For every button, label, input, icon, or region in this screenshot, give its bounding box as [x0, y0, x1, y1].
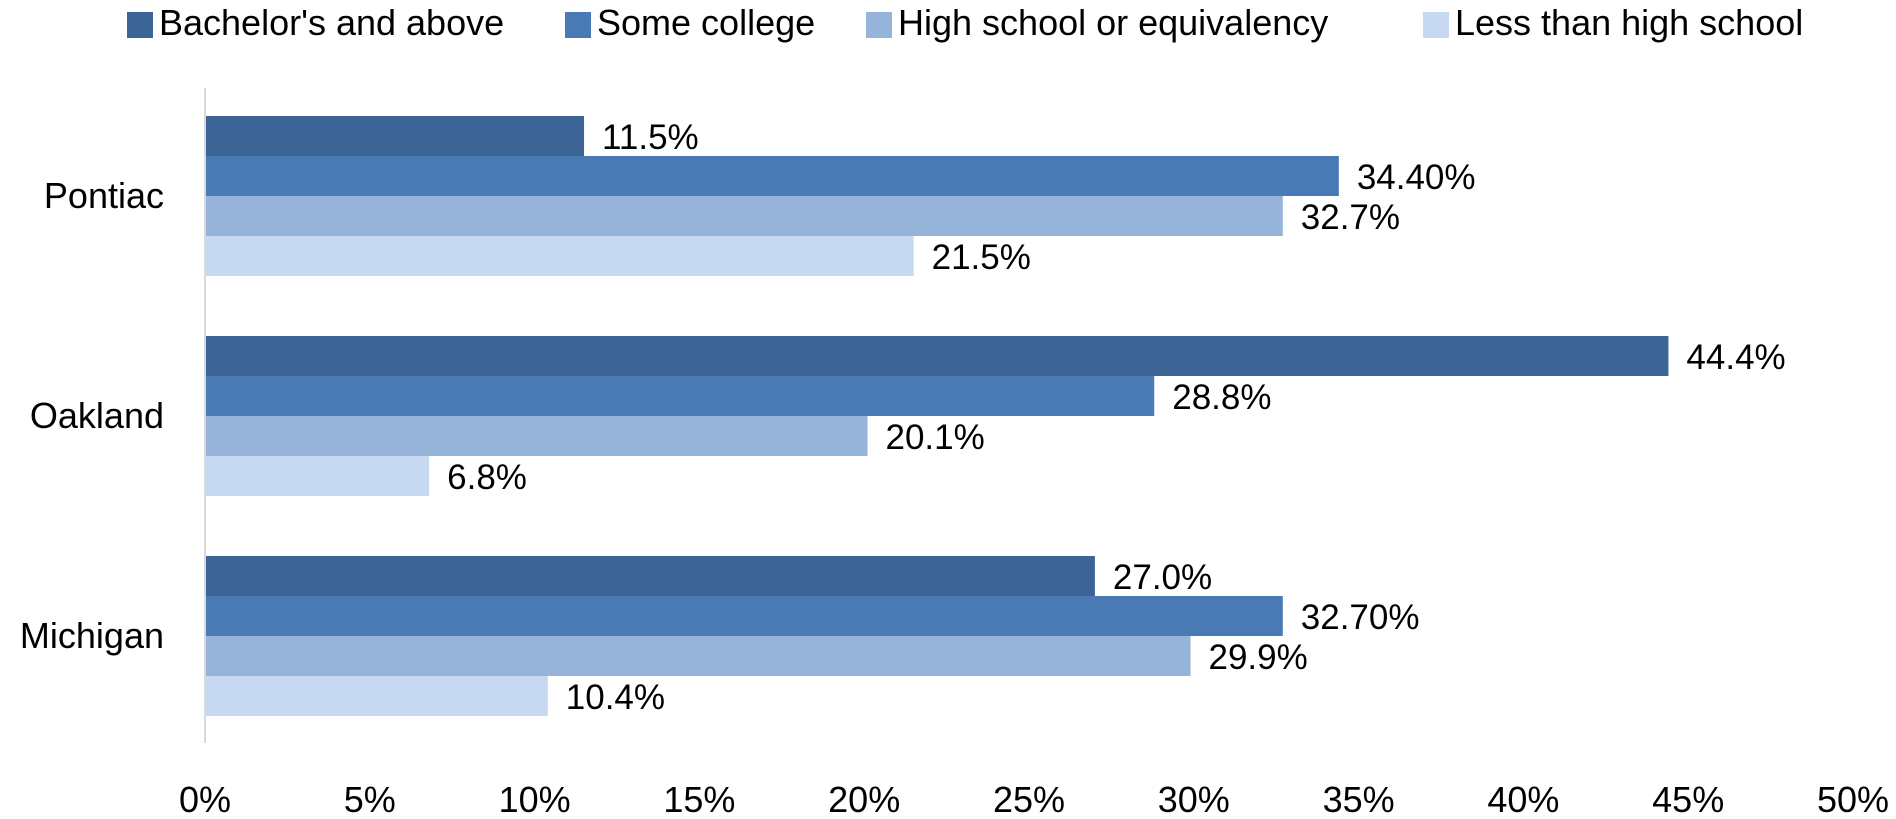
bar-oakland-3 — [205, 456, 430, 496]
x-tick-label-10: 50% — [1817, 779, 1889, 819]
legend: Bachelor's and above Some college High sch… — [127, 2, 1803, 43]
data-label-oakland-1: 28.8% — [1172, 378, 1271, 417]
data-labels: 11.5% 34.40%32.7% 21.5% 44.4% 28.8% 20.1% 6.8%… — [447, 118, 1786, 717]
x-tick-label-5: 25% — [993, 779, 1065, 819]
bar-oakland-1 — [205, 376, 1155, 416]
x-tick-label-4: 20% — [828, 779, 900, 819]
bar-oakland-2 — [205, 416, 868, 456]
legend-swatch-2 — [866, 12, 892, 38]
x-tick-label-1: 5% — [344, 779, 396, 819]
bar-michigan-2 — [205, 636, 1191, 676]
x-tick-label-8: 40% — [1487, 779, 1559, 819]
category-label-michigan: Michigan — [20, 615, 164, 656]
legend-label-0: Bachelor's and above — [159, 2, 504, 43]
data-label-oakland-3: 6.8% — [447, 458, 527, 497]
legend-label-3: Less than high school — [1455, 2, 1803, 43]
data-label-pontiac-2: 32.7% — [1301, 198, 1400, 237]
bar-pontiac-3 — [205, 236, 914, 276]
bars — [205, 116, 1669, 716]
data-label-michigan-3: 10.4% — [566, 678, 665, 717]
bar-pontiac-1 — [205, 156, 1339, 196]
bar-michigan-0 — [205, 556, 1095, 596]
legend-label-2: High school or equivalency — [898, 2, 1328, 43]
x-tick-label-7: 35% — [1323, 779, 1395, 819]
x-tick-label-0: 0% — [179, 779, 231, 819]
legend-label-1: Some college — [597, 2, 815, 43]
bar-michigan-1 — [205, 596, 1283, 636]
data-label-michigan-2: 29.9% — [1209, 638, 1308, 677]
bar-pontiac-0 — [205, 116, 585, 156]
data-label-michigan-1: 32.70% — [1301, 598, 1420, 637]
category-label-pontiac: Pontiac — [44, 175, 164, 216]
category-label-oakland: Oakland — [30, 395, 164, 436]
x-axis-ticks: 0% 5% 10% 15% 20% 25% 30% 35% 40% 45% 50% — [179, 779, 1889, 819]
data-label-oakland-0: 44.4% — [1686, 338, 1785, 377]
bar-oakland-0 — [205, 336, 1669, 376]
legend-swatch-3 — [1423, 12, 1449, 38]
category-labels: Pontiac Oakland Michigan — [20, 175, 164, 656]
legend-swatch-0 — [127, 12, 153, 38]
legend-swatch-1 — [565, 12, 591, 38]
x-tick-label-2: 10% — [499, 779, 571, 819]
x-tick-label-3: 15% — [663, 779, 735, 819]
x-tick-label-9: 45% — [1652, 779, 1724, 819]
data-label-oakland-2: 20.1% — [885, 418, 984, 457]
bar-pontiac-2 — [205, 196, 1283, 236]
data-label-michigan-0: 27.0% — [1113, 558, 1212, 597]
data-label-pontiac-1: 34.40% — [1357, 158, 1476, 197]
data-label-pontiac-0: 11.5% — [602, 118, 699, 157]
bar-michigan-3 — [205, 676, 548, 716]
x-tick-label-6: 30% — [1158, 779, 1230, 819]
data-label-pontiac-3: 21.5% — [932, 238, 1031, 277]
